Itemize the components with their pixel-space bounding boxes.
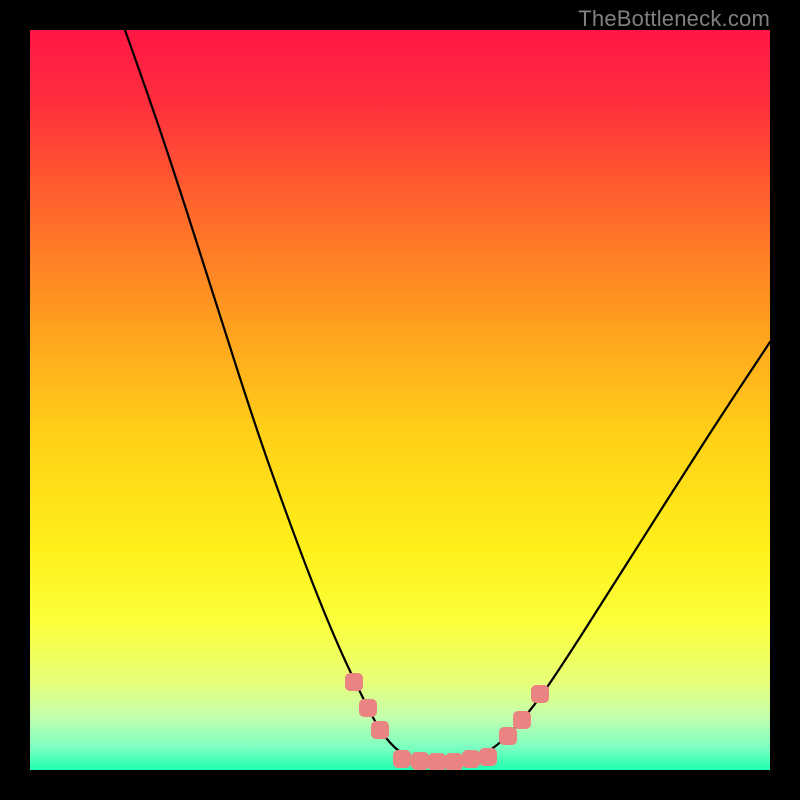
marker-point <box>428 753 446 770</box>
bottleneck-gradient-background <box>30 30 770 770</box>
marker-point <box>499 727 517 745</box>
marker-point <box>393 750 411 768</box>
chart-frame: TheBottleneck.com <box>0 0 800 800</box>
marker-point <box>411 752 429 770</box>
plot-area <box>30 30 770 770</box>
plot-svg <box>30 30 770 770</box>
marker-point <box>445 753 463 770</box>
marker-point <box>345 673 363 691</box>
marker-point <box>371 721 389 739</box>
marker-point <box>479 748 497 766</box>
marker-point <box>359 699 377 717</box>
watermark-text: TheBottleneck.com <box>578 6 770 32</box>
marker-point <box>513 711 531 729</box>
marker-point <box>462 750 480 768</box>
marker-point <box>531 685 549 703</box>
